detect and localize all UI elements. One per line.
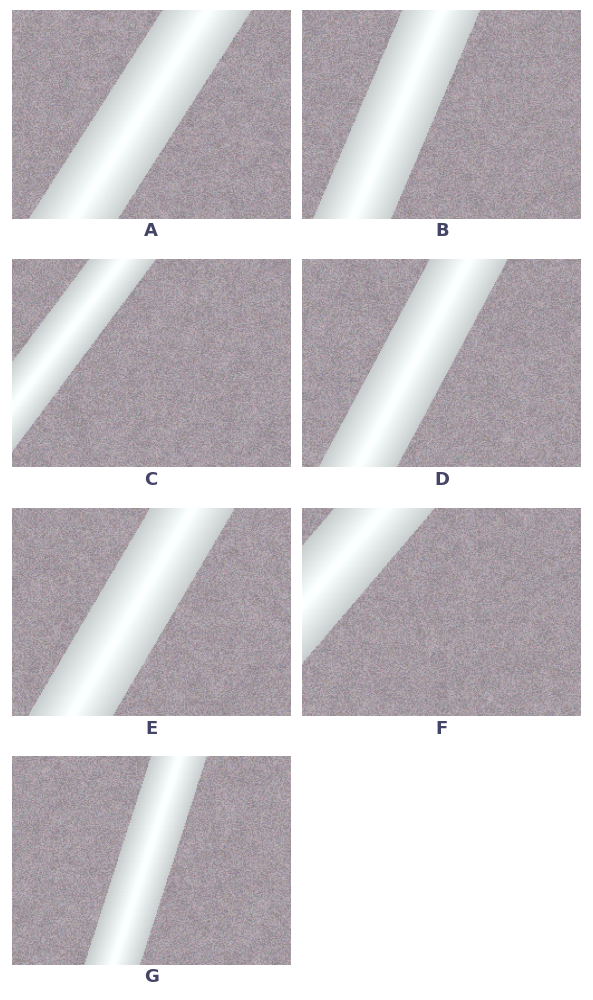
Text: A: A xyxy=(144,222,158,240)
Text: G: G xyxy=(144,968,159,986)
Text: D: D xyxy=(434,471,449,489)
Text: F: F xyxy=(436,720,448,738)
Text: E: E xyxy=(145,720,157,738)
Text: C: C xyxy=(145,471,158,489)
Text: B: B xyxy=(435,222,448,240)
